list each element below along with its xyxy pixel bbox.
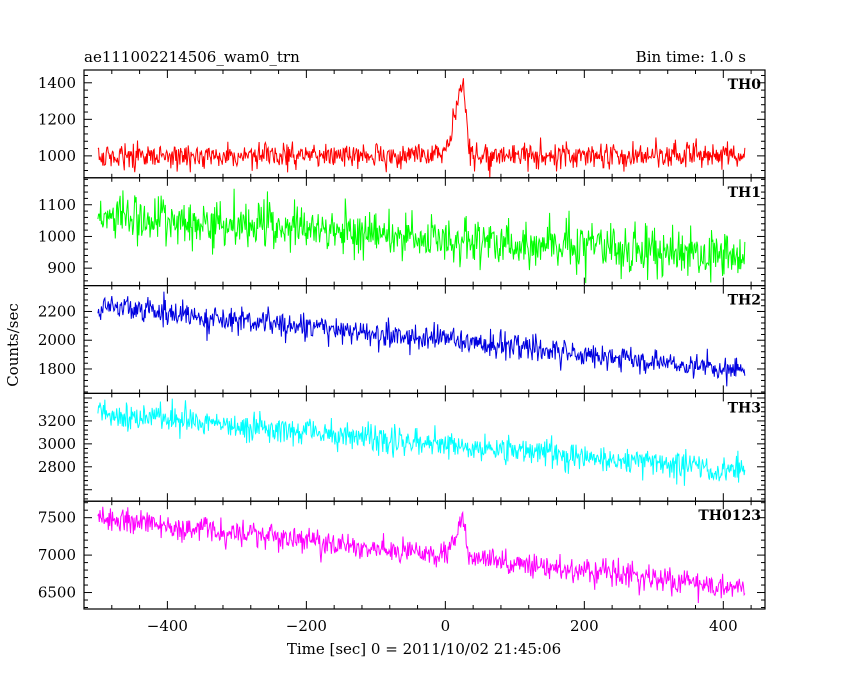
x-tick-label: −200 [286,617,327,635]
x-tick-label: 200 [570,617,599,635]
y-tick-label: 2000 [38,331,76,349]
series-line-th2 [97,291,746,387]
y-axis-title: Counts/sec [4,303,22,387]
x-axis: −400 −200 0 200 400 [147,617,738,635]
y-tick-label: 1100 [38,196,76,214]
panel-th0123: 6500 7000 7500 TH0123 [38,500,766,610]
panel-label-th1: TH1 [728,185,761,201]
panels: 1000 1200 1400 TH0 900 1000 1100 TH1 1800 2000 220… [38,69,766,610]
series-line-th3 [97,398,746,486]
panel-label-th2: TH2 [728,293,761,309]
y-tick-label: 1800 [38,360,76,378]
panel-th3: 2800 3000 3200 TH3 [38,392,766,502]
x-tick-label: −400 [147,617,188,635]
y-tick-label: 7500 [38,509,76,527]
y-tick-label: 2800 [38,458,76,476]
y-tick-label: 900 [47,259,76,277]
x-tick-label: 0 [441,617,451,635]
panel-label-th0123: TH0123 [698,508,761,524]
panel-th0: 1000 1200 1400 TH0 [38,69,766,179]
panel-th2: 1800 2000 2200 TH2 [38,285,766,395]
y-tick-label: 1400 [38,74,76,92]
y-tick-label: 3000 [38,435,76,453]
series-line-th0123 [97,506,746,604]
y-tick-label: 1200 [38,110,76,128]
x-tick-label: 400 [709,617,738,635]
y-tick-label: 3200 [38,412,76,430]
panel-label-th0: TH0 [728,77,762,93]
series-line-th0 [97,78,746,178]
y-tick-label: 7000 [38,546,76,564]
bin-time-label: Bin time: 1.0 s [636,48,746,66]
y-tick-label: 6500 [38,584,76,602]
y-tick-label: 1000 [38,147,76,165]
y-tick-label: 2200 [38,302,76,320]
x-axis-title: Time [sec] 0 = 2011/10/02 21:45:06 [287,640,561,658]
observation-title: ae111002214506_wam0_trn [84,48,300,66]
panel-label-th3: TH3 [728,400,761,416]
series-line-th1 [97,188,746,284]
y-tick-label: 1000 [38,227,76,245]
panel-th1: 900 1000 1100 TH1 [38,177,766,287]
